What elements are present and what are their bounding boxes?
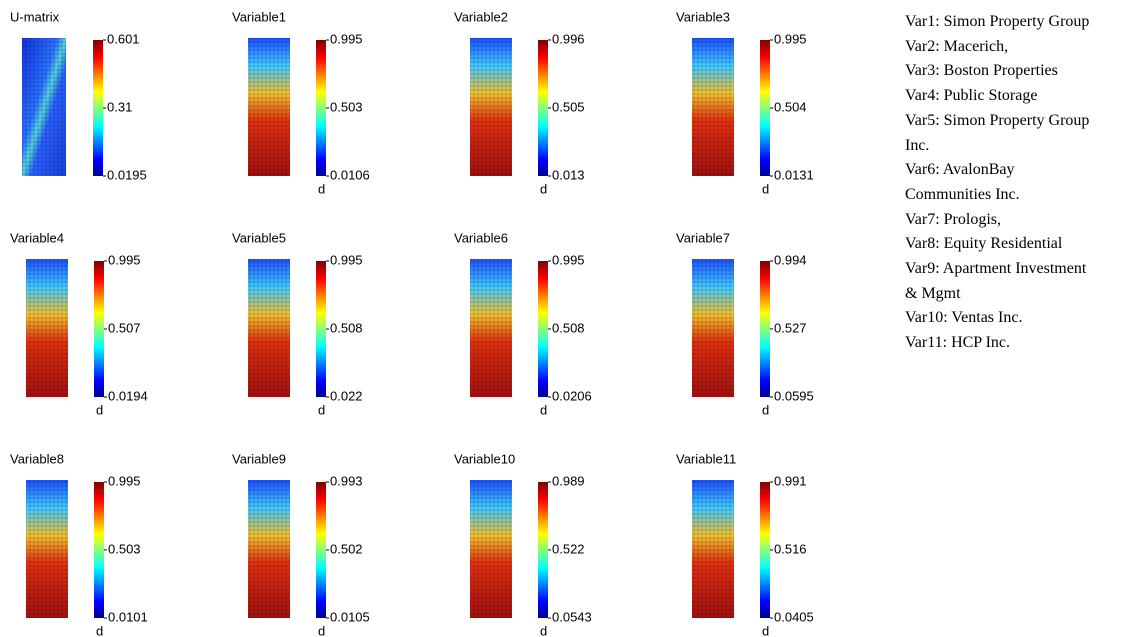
colorbar-tick-label: 0.601 [107, 31, 140, 46]
panel-title: Variable6 [454, 230, 508, 245]
som-hex-grid [248, 259, 290, 397]
colorbar-tick-label: 0.516 [774, 541, 807, 556]
panel-title: Variable5 [232, 230, 286, 245]
som-hex-grid [692, 480, 734, 618]
legend-entry: Var4: Public Storage [905, 87, 1038, 105]
som-hex-grid [22, 38, 66, 176]
colorbar [538, 40, 548, 176]
colorbar [760, 482, 770, 618]
colorbar-tick-label: 0.522 [552, 541, 585, 556]
colorbar-tick-label: 0.0543 [552, 609, 592, 624]
colorbar-tick-label: 0.995 [552, 252, 585, 267]
colorbar-tick-label: 0.504 [774, 99, 807, 114]
colorbar-label: d [540, 623, 547, 637]
panel-title: Variable4 [10, 230, 64, 245]
som-hex-grid [692, 259, 734, 397]
figure: U-matrix 0.0195 0.31 0.601 Variable1 0.0106 0.… [10, 9, 814, 637]
colorbar [538, 482, 548, 618]
panel-title: U-matrix [10, 9, 60, 24]
colorbar-tick-label: 0.507 [108, 320, 141, 335]
panel-title: Variable7 [676, 230, 730, 245]
colorbar-tick-label: 0.995 [108, 473, 141, 488]
panel-title: Variable10 [454, 451, 515, 466]
colorbar-tick-label: 0.995 [330, 31, 363, 46]
colorbar-tick-label: 0.0105 [330, 609, 370, 624]
som-hex-grid [248, 480, 290, 618]
colorbar-tick-label: 0.505 [552, 99, 585, 114]
colorbar-tick-label: 0.508 [330, 321, 363, 336]
colorbar [760, 40, 770, 176]
som-hex-grid [26, 480, 68, 618]
colorbar-tick-label: 0.989 [552, 473, 585, 488]
colorbar-tick-label: 0.0131 [774, 167, 814, 182]
colorbar-label: d [318, 181, 325, 196]
panel-title: Variable3 [676, 9, 730, 24]
legend-entry: Var10: Ventas Inc. [905, 309, 1023, 327]
legend-entry: Var3: Boston Properties [905, 62, 1058, 80]
colorbar-tick-label: 0.527 [774, 320, 807, 335]
colorbar [760, 261, 770, 397]
colorbar-tick-label: 0.993 [330, 473, 363, 488]
colorbar [316, 40, 326, 176]
colorbar [316, 261, 326, 397]
legend-entry: Var7: Prologis, [905, 210, 1001, 228]
colorbar-tick-label: 0.503 [330, 99, 363, 114]
som-hex-grid [248, 38, 290, 176]
colorbar-tick-label: 0.995 [108, 252, 141, 267]
colorbar-tick-label: 0.995 [774, 31, 807, 46]
colorbar [538, 261, 548, 397]
colorbar-tick-label: 0.0195 [107, 167, 147, 182]
colorbar-tick-label: 0.995 [330, 252, 363, 267]
colorbar-label: d [318, 623, 325, 637]
colorbar-tick-label: 0.022 [330, 388, 363, 403]
colorbar [93, 40, 103, 176]
colorbar-tick-label: 0.0106 [330, 167, 370, 182]
legend-entry: Var2: Macerich, [905, 37, 1009, 55]
legend-entry: Var5: Simon Property Group Inc. [905, 111, 1090, 154]
colorbar-tick-label: 0.0595 [774, 388, 814, 403]
panel-title: Variable1 [232, 9, 286, 24]
colorbar [94, 482, 104, 618]
colorbar-tick-label: 0.31 [107, 99, 132, 114]
legend-entry: Var1: Simon Property Group [905, 13, 1090, 30]
colorbar-tick-label: 0.996 [552, 31, 585, 46]
som-hex-grid [470, 259, 512, 397]
colorbar-label: d [540, 402, 547, 417]
colorbar-tick-label: 0.508 [552, 320, 585, 335]
colorbar-tick-label: 0.503 [108, 541, 141, 556]
colorbar-label: d [540, 181, 547, 196]
colorbar [316, 482, 326, 618]
colorbar-tick-label: 0.994 [774, 252, 807, 267]
som-hex-grid [470, 38, 512, 176]
legend-entry: Var9: Apartment Investment & Mgmt [905, 260, 1087, 302]
colorbar-label: d [762, 623, 769, 637]
colorbar [94, 261, 104, 397]
panel-title: Variable2 [454, 9, 508, 24]
panel-title: Variable9 [232, 451, 286, 466]
variable-legend: Var1: Simon Property Group Var2: Macerich… [905, 10, 1101, 356]
panel-title: Variable11 [676, 451, 736, 466]
colorbar-label: d [96, 402, 103, 417]
legend-entry: Var6: AvalonBay Communities Inc. [905, 161, 1020, 203]
colorbar-tick-label: 0.0206 [552, 388, 592, 403]
colorbar-label: d [762, 402, 769, 417]
colorbar-tick-label: 0.013 [552, 167, 585, 182]
colorbar-tick-label: 0.0405 [774, 609, 814, 624]
som-hex-grid [470, 480, 512, 618]
colorbar-tick-label: 0.991 [774, 473, 807, 488]
colorbar-tick-label: 0.502 [330, 541, 363, 556]
colorbar-label: d [762, 181, 769, 196]
som-hex-grid [26, 259, 68, 397]
colorbar-tick-label: 0.0101 [108, 609, 148, 624]
som-hex-grid [692, 38, 734, 176]
colorbar-label: d [318, 402, 325, 417]
colorbar-label: d [96, 623, 103, 637]
legend-entry: Var8: Equity Residential [905, 235, 1063, 253]
legend-entry: Var11: HCP Inc. [905, 334, 1011, 352]
panel-title: Variable8 [10, 451, 64, 466]
colorbar-tick-label: 0.0194 [108, 388, 148, 403]
